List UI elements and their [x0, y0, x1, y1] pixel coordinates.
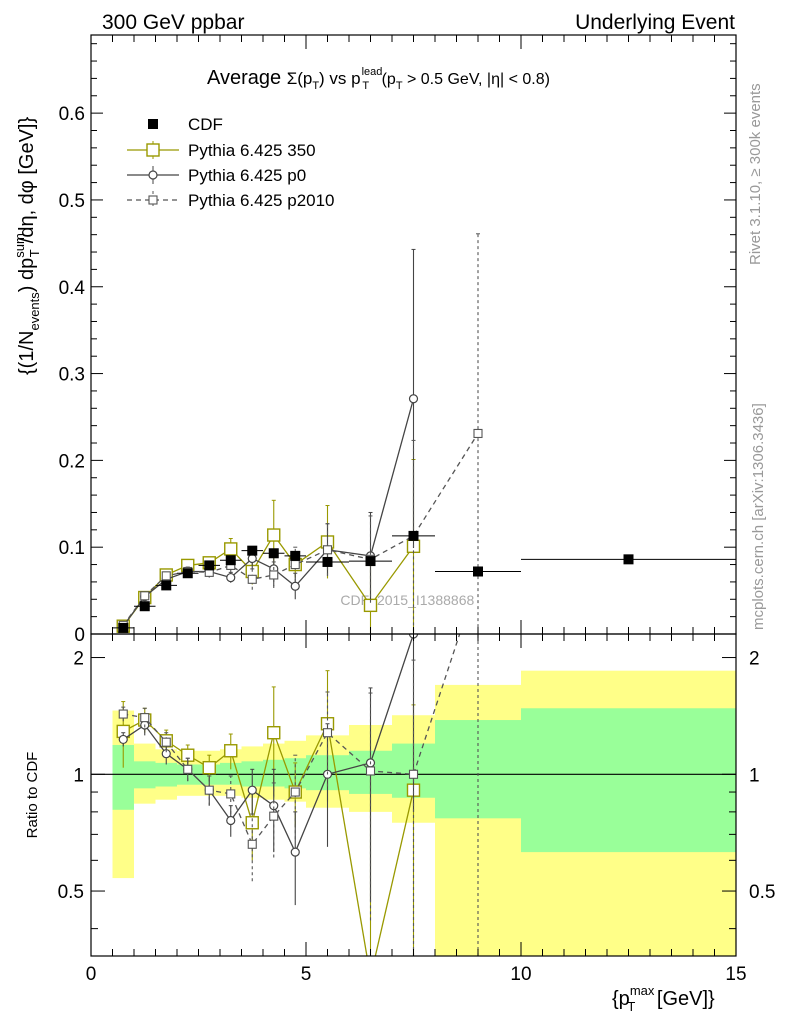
pyp2010-point-1: [140, 713, 150, 723]
ratio-ytick-label-2: 2: [73, 649, 84, 670]
main-y-axis: 0 0.1 0.2 0.3 0.4 0.5 0.6: [59, 43, 736, 646]
main-ytick-label-2: 0.2: [59, 451, 85, 472]
x-axis-label: {pmax T [GeV]}: [612, 983, 715, 1014]
cdf-point-11: [408, 530, 419, 541]
pyp0-point-5: [226, 815, 236, 826]
legend-label-2: Pythia 6.425 p0: [188, 166, 306, 185]
ratio-bands: [112, 670, 736, 956]
pyp2010-point-10: [365, 766, 376, 776]
main-series-cdf: [112, 530, 736, 633]
pyp0-point-8: [290, 581, 300, 591]
cdf-point-7: [268, 548, 279, 559]
pyp0-point-0: [118, 734, 128, 745]
legend-label-1: Pythia 6.425 350: [188, 141, 316, 160]
cdf-point-9: [322, 556, 333, 567]
main-series-pythia-6-425-p2010: [118, 233, 483, 634]
main-ytick-label-5: 0.5: [59, 191, 85, 212]
pyp2010-point-5: [226, 789, 236, 799]
main-ytick-label-0: 0: [74, 625, 85, 646]
main-ytick-label-3: 0.3: [59, 365, 85, 386]
cdf-point-13: [623, 554, 634, 565]
mcplots-reference-label: mcplots.cern.ch [arXiv:1306.3436]: [750, 403, 767, 630]
cdf-point-8: [290, 550, 301, 561]
pyp0-point-8: [290, 847, 300, 857]
legend-label-0: CDF: [188, 115, 223, 134]
pyp2010-point-0: [118, 709, 128, 719]
cdf-point-5: [225, 555, 236, 566]
legend-label-3: Pythia 6.425 p2010: [188, 191, 335, 210]
analysis-watermark: CDF_2015_I1388868: [340, 592, 474, 608]
xtick-label-0: 0: [86, 964, 97, 985]
py350-point-10: [363, 598, 378, 613]
pyp2010-point-6: [247, 574, 257, 584]
py350-point-legend-1: [146, 143, 160, 157]
pyp2010-point-3: [183, 764, 193, 774]
ratio-y-axis-label: Ratio to CDF: [24, 752, 41, 839]
ratio-ytick-label-right-0: 0.5: [749, 882, 775, 903]
ratio-y-axis: 0.5 0.5 1 1 2 2: [58, 649, 775, 930]
ratio-line: [122, 634, 415, 854]
chart-title: Average Σ(pT) vs plead T (pT > 0.5 GeV, |…: [207, 66, 550, 92]
x-axis: 0 5 10 15: [86, 35, 747, 985]
pyp2010-point-8: [290, 560, 300, 570]
cdf-point-0: [118, 622, 129, 633]
py350-point-5: [224, 744, 238, 758]
py350-point-7: [267, 726, 281, 740]
cdf-point-4: [204, 560, 215, 571]
legend: CDF Pythia 6.425 350 Pythia 6.425 p0 Pythia…: [127, 115, 335, 210]
green-band-0: [112, 744, 134, 810]
pyp2010-point-9: [322, 728, 333, 738]
py350-point-6: [245, 816, 259, 830]
py350-point-7: [267, 528, 281, 542]
ratio-series-pythia-6-425-350: [116, 670, 421, 956]
pyp2010-point-7: [269, 570, 279, 580]
green-band-13: [521, 708, 736, 853]
pyp0-point-6: [247, 785, 257, 795]
header-left-label: 300 GeV ppbar: [102, 11, 244, 34]
pyp2010-point-7: [269, 811, 279, 821]
cdf-point-10: [365, 556, 376, 567]
main-ytick-label-6: 0.6: [59, 104, 85, 125]
pyp2010-point-4: [204, 785, 214, 795]
py350-point-4: [202, 760, 216, 775]
main-panel: CDF_2015_I1388868 0 0.1 0.2 0.3 0.4 0.5 0.6: [59, 34, 737, 646]
py350-point-5: [224, 542, 238, 556]
pyp0-point-11: [408, 394, 419, 404]
xtick-label-3: 15: [725, 964, 746, 985]
main-ytick-label-1: 0.1: [59, 538, 85, 559]
pyp2010-point-11: [408, 769, 419, 779]
cdf-point-2: [161, 580, 172, 591]
main-ytick-label-4: 0.4: [59, 278, 86, 299]
ratio-ytick-label-right-2: 2: [749, 649, 760, 670]
cdf-point-1: [139, 601, 150, 612]
main-y-axis-label: {(1/Nevents) dpsumT/dη, dφ [GeV]}: [12, 117, 42, 375]
ratio-ytick-label-1: 1: [73, 765, 84, 786]
ratio-ytick-label-0: 0.5: [58, 882, 84, 903]
pyp2010-point-12: [473, 428, 483, 439]
ratio-ytick-label-right-1: 1: [749, 765, 760, 786]
pyp0-point-5: [226, 572, 236, 583]
ratio-panel: 0.5 0.5 1 1 2 2: [58, 633, 775, 957]
pyp2010-point-2: [161, 571, 171, 581]
pyp2010-point-8: [290, 787, 300, 797]
pyp2010-point-legend-3: [148, 195, 158, 205]
cdf-point-3: [182, 568, 193, 579]
pyp0-point-legend-2: [148, 170, 158, 180]
xtick-label-2: 10: [510, 964, 531, 985]
cdf-point-legend-0: [148, 119, 158, 129]
main-series-pythia-6-425-350: [116, 459, 421, 634]
pyp2010-point-1: [140, 591, 150, 601]
rivet-version-label: Rivet 3.1.10, ≥ 300k events: [747, 83, 764, 265]
pyp2010-point-9: [322, 545, 333, 555]
cdf-point-6: [247, 545, 258, 556]
cdf-point-12: [473, 566, 483, 577]
xtick-label-1: 5: [301, 964, 312, 985]
pyp2010-point-6: [247, 839, 257, 849]
pyp0-point-6: [247, 553, 257, 564]
ratio-series-pythia-6-425-p2010: [118, 634, 480, 956]
header-right-label: Underlying Event: [575, 11, 735, 34]
pyp2010-point-2: [161, 737, 171, 747]
